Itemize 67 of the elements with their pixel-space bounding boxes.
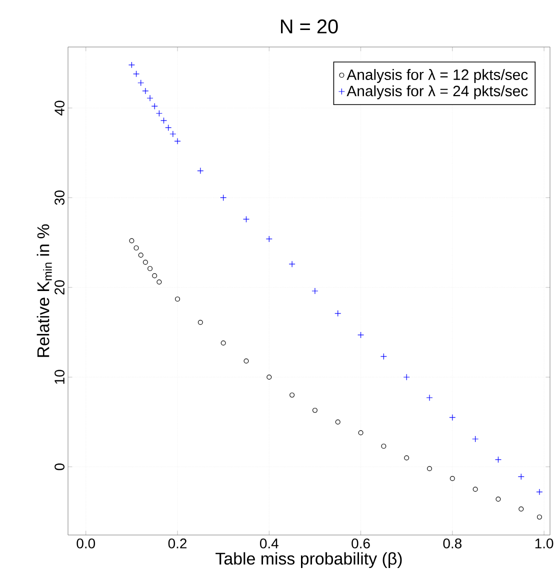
point [160, 117, 168, 124]
point [152, 273, 158, 278]
point [148, 266, 153, 272]
point [472, 436, 479, 442]
point [312, 408, 318, 413]
point [156, 280, 162, 285]
y-tick-label: 20 [54, 280, 64, 294]
x-tick-label: 0.6 [352, 538, 370, 548]
point [518, 506, 524, 512]
y-axis-title: Relative K$_{min}$ in % [36, 224, 52, 357]
x-tick-label: 0.4 [260, 538, 278, 548]
point [142, 260, 148, 265]
y-tick-label: 10 [54, 370, 64, 384]
point [536, 488, 543, 496]
point [358, 430, 364, 436]
point [266, 236, 272, 242]
point [380, 353, 387, 360]
point [156, 110, 162, 117]
point [134, 245, 139, 250]
x-axis-title: Table miss probability (β) [216, 552, 402, 568]
point [266, 374, 272, 380]
point [138, 252, 144, 258]
x-tick-label: 0.8 [443, 538, 462, 548]
point [132, 70, 140, 78]
x-tick-label: 0.0 [76, 538, 96, 548]
point [129, 238, 134, 244]
point [220, 340, 226, 346]
point [494, 456, 502, 463]
point [170, 130, 176, 138]
point [142, 88, 149, 94]
point [198, 320, 203, 325]
point [312, 288, 318, 294]
y-tick-label: 40 [54, 100, 64, 116]
x-tick-label: 0.2 [168, 538, 187, 548]
point [174, 138, 181, 144]
point [357, 332, 364, 338]
point [244, 358, 249, 364]
chart-title: N = 20 [281, 19, 338, 34]
legend-label: Analysis for λ = 24 pkts/sec [346, 85, 528, 100]
legend-label: Analysis for λ = 12 pkts/sec [346, 69, 528, 83]
point [426, 394, 433, 402]
y-tick-label: 0 [54, 463, 64, 470]
x-tick-label: 1.0 [535, 538, 554, 548]
y-tick-label: 30 [54, 190, 64, 205]
point [518, 473, 524, 480]
point [334, 310, 342, 317]
point [220, 194, 227, 201]
point [197, 168, 204, 174]
point [472, 486, 478, 492]
point [427, 466, 432, 472]
point [536, 514, 542, 520]
point [450, 476, 455, 481]
point [496, 496, 501, 502]
point [404, 455, 410, 460]
point [381, 444, 386, 449]
point [449, 414, 456, 421]
point [175, 296, 180, 302]
point [138, 80, 144, 86]
point [128, 62, 135, 68]
point [288, 260, 296, 268]
point [403, 374, 410, 380]
point [146, 94, 154, 102]
point [335, 419, 340, 424]
point [151, 102, 158, 110]
point [290, 392, 295, 398]
point [242, 216, 250, 223]
point [165, 124, 172, 132]
